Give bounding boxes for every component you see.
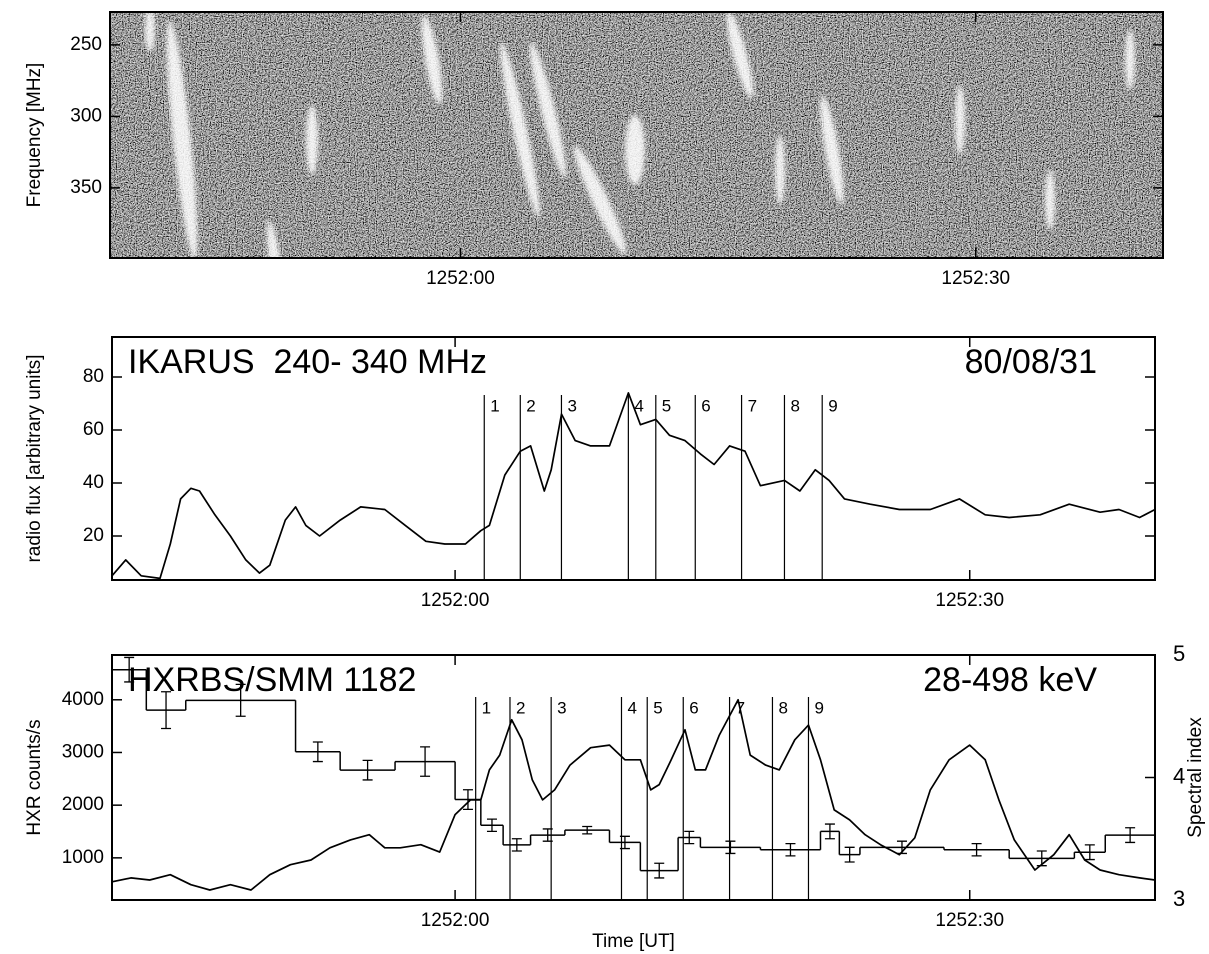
event-marker-label: 7 [736, 698, 745, 717]
error-bar [654, 862, 665, 879]
error-bar [725, 840, 736, 855]
x-tick-label: 1252:00 [421, 910, 490, 931]
x-tick-label: 1252:30 [941, 268, 1010, 289]
y-axis-label: HXR counts/s [24, 719, 45, 835]
error-bar [1084, 844, 1095, 861]
burst-streak [955, 85, 965, 155]
x-axis-label: Time [UT] [592, 931, 675, 952]
x-tick-label: 1252:30 [935, 590, 1004, 611]
error-bar [486, 818, 497, 833]
burst-streak [573, 145, 627, 255]
error-bar [785, 843, 796, 857]
y-tick-label: 1000 [62, 847, 104, 868]
burst-streaks [145, 12, 1135, 258]
error-bar [462, 789, 473, 810]
error-bar [1036, 850, 1047, 867]
burst-streak [775, 135, 785, 205]
burst-streak [306, 105, 318, 175]
burst-streak [166, 20, 198, 258]
event-marker-label: 9 [828, 396, 837, 415]
y2-tick-label: 4 [1173, 763, 1185, 788]
y-tick-label: 4000 [62, 689, 104, 710]
event-marker-label: 6 [689, 698, 698, 717]
y-tick-label: 80 [83, 366, 104, 387]
panel-annotation: IKARUS 240- 340 MHz [128, 343, 487, 381]
error-bar [1125, 827, 1136, 844]
event-marker-label: 3 [557, 698, 566, 717]
y-tick-label: 350 [70, 177, 102, 198]
burst-streak [500, 41, 540, 219]
event-marker-label: 1 [490, 396, 499, 415]
burst-streak [625, 115, 645, 185]
error-bar [844, 846, 855, 863]
error-bar [124, 656, 135, 683]
error-bar [896, 840, 907, 855]
burst-streak [1045, 170, 1055, 230]
y-axis-label: Frequency [MHz] [24, 63, 45, 208]
event-marker-label: 3 [567, 396, 576, 415]
error-bar [511, 838, 522, 852]
y-tick-label: 20 [83, 525, 104, 546]
burst-streak [421, 15, 443, 105]
event-marker-label: 6 [701, 396, 710, 415]
y2-tick-label: 3 [1173, 886, 1185, 911]
panel-annotation: HXRBS/SMM 1182 [128, 661, 416, 699]
error-bar [684, 830, 695, 845]
panel-annotation: 28-498 keV [923, 661, 1097, 699]
y2-tick-label: 5 [1173, 641, 1185, 666]
y-tick-label: 40 [83, 472, 104, 493]
event-marker-label: 4 [634, 396, 643, 415]
plot-frame [109, 11, 1164, 259]
error-bar [420, 746, 431, 777]
plot-frame [111, 336, 1156, 581]
error-bar [235, 683, 246, 717]
error-bar [582, 825, 593, 835]
event-marker-label: 9 [814, 698, 823, 717]
y-tick-label: 60 [83, 419, 104, 440]
data-line [111, 698, 1156, 891]
y-tick-label: 2000 [62, 794, 104, 815]
error-bar [312, 741, 323, 763]
event-marker-label: 5 [662, 396, 671, 415]
burst-streak [145, 12, 155, 52]
event-marker-label: 4 [627, 698, 636, 717]
event-marker-label: 2 [526, 396, 535, 415]
burst-streak [529, 42, 567, 178]
event-marker-label: 5 [653, 698, 662, 717]
burst-streak [1125, 30, 1135, 90]
y-tick-label: 3000 [62, 741, 104, 762]
x-tick-label: 1252:00 [421, 590, 490, 611]
y-tick-label: 250 [70, 34, 102, 55]
error-bar [824, 823, 835, 840]
error-bar [362, 759, 373, 781]
error-bar [161, 691, 172, 730]
event-marker-label: 2 [516, 698, 525, 717]
x-tick-label: 1252:00 [426, 268, 495, 289]
event-marker-label: 1 [482, 698, 491, 717]
event-marker-label: 7 [748, 396, 757, 415]
y-tick-label: 300 [70, 105, 102, 126]
burst-streak [820, 95, 844, 205]
burst-streak [726, 12, 754, 99]
data-line [111, 392, 1156, 580]
y2-axis-label: Spectral index [1185, 717, 1206, 838]
error-bar [971, 843, 982, 857]
event-marker-label: 8 [790, 396, 799, 415]
x-tick-label: 1252:30 [935, 910, 1004, 931]
burst-streak [266, 220, 286, 258]
y-axis-label: radio flux [arbitrary units] [24, 354, 45, 562]
event-marker-label: 8 [778, 698, 787, 717]
panel-annotation: 80/08/31 [965, 343, 1097, 381]
